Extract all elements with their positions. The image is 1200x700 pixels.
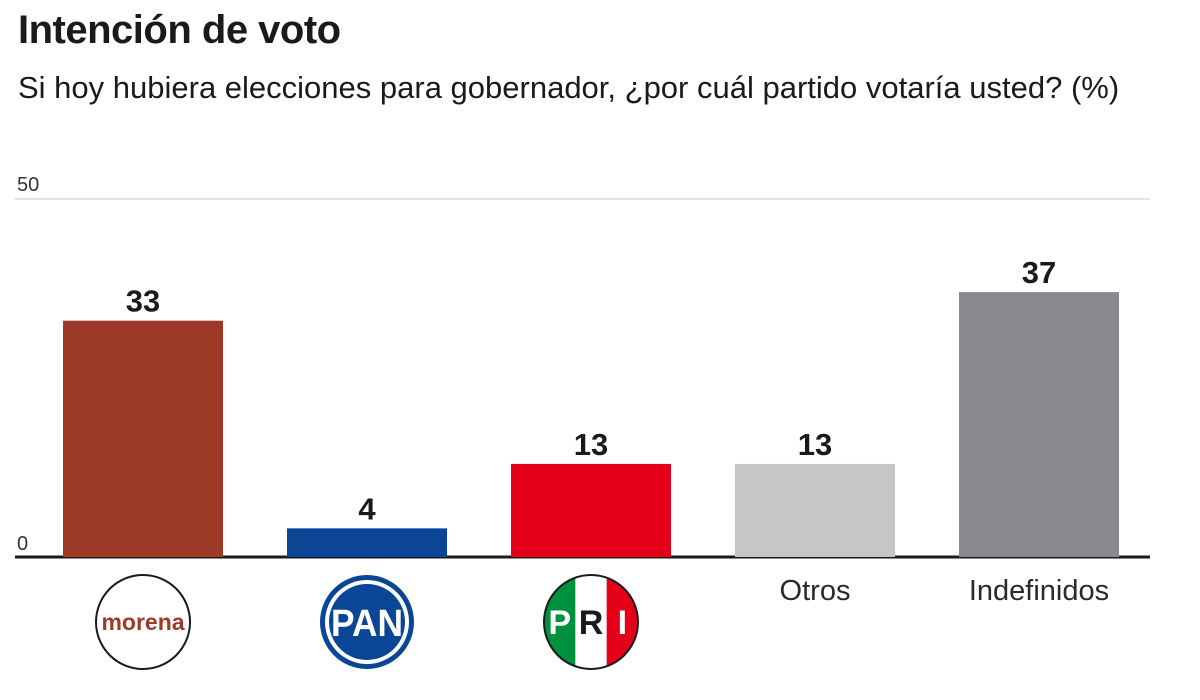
- value-label: 37: [1022, 255, 1056, 290]
- value-label: 4: [358, 491, 376, 526]
- bar-otros: [735, 463, 895, 557]
- pan-logo-inner: [329, 584, 405, 660]
- chart-subtitle: Si hoy hubiera elecciones para gobernado…: [18, 70, 1120, 105]
- pan-logo-text: PAN: [331, 603, 403, 645]
- pri-logo-letter: P: [548, 604, 571, 642]
- bar-pan: [287, 528, 447, 557]
- y-tick-label: 50: [17, 174, 39, 196]
- value-label: 13: [798, 427, 832, 462]
- category-layer: morena PAN P R I Otros Indefinidos: [95, 574, 1109, 670]
- morena-logo-text: morena: [101, 609, 184, 635]
- morena-logo-circle: [95, 574, 191, 670]
- pri-logo-letter: R: [579, 604, 604, 642]
- value-label: 13: [574, 427, 608, 462]
- bar-indefinidos: [959, 292, 1119, 557]
- bar-morena: [63, 320, 223, 557]
- value-label: 33: [126, 284, 160, 319]
- pri-logo-band: [575, 575, 608, 669]
- y-tick-label: 0: [17, 533, 28, 555]
- pan-logo: PAN: [320, 575, 414, 669]
- chart-title: Intención de voto: [18, 8, 341, 52]
- bars-layer: [63, 292, 1119, 557]
- category-label-indefinidos: Indefinidos: [969, 575, 1109, 607]
- pri-logo-letter: I: [618, 604, 627, 642]
- pri-logo-border: [543, 574, 639, 670]
- bar-pri: [511, 463, 671, 557]
- morena-logo: morena: [95, 574, 191, 670]
- category-label-otros: Otros: [780, 575, 851, 607]
- labels-layer: 33 4 13 13 37: [126, 255, 1056, 526]
